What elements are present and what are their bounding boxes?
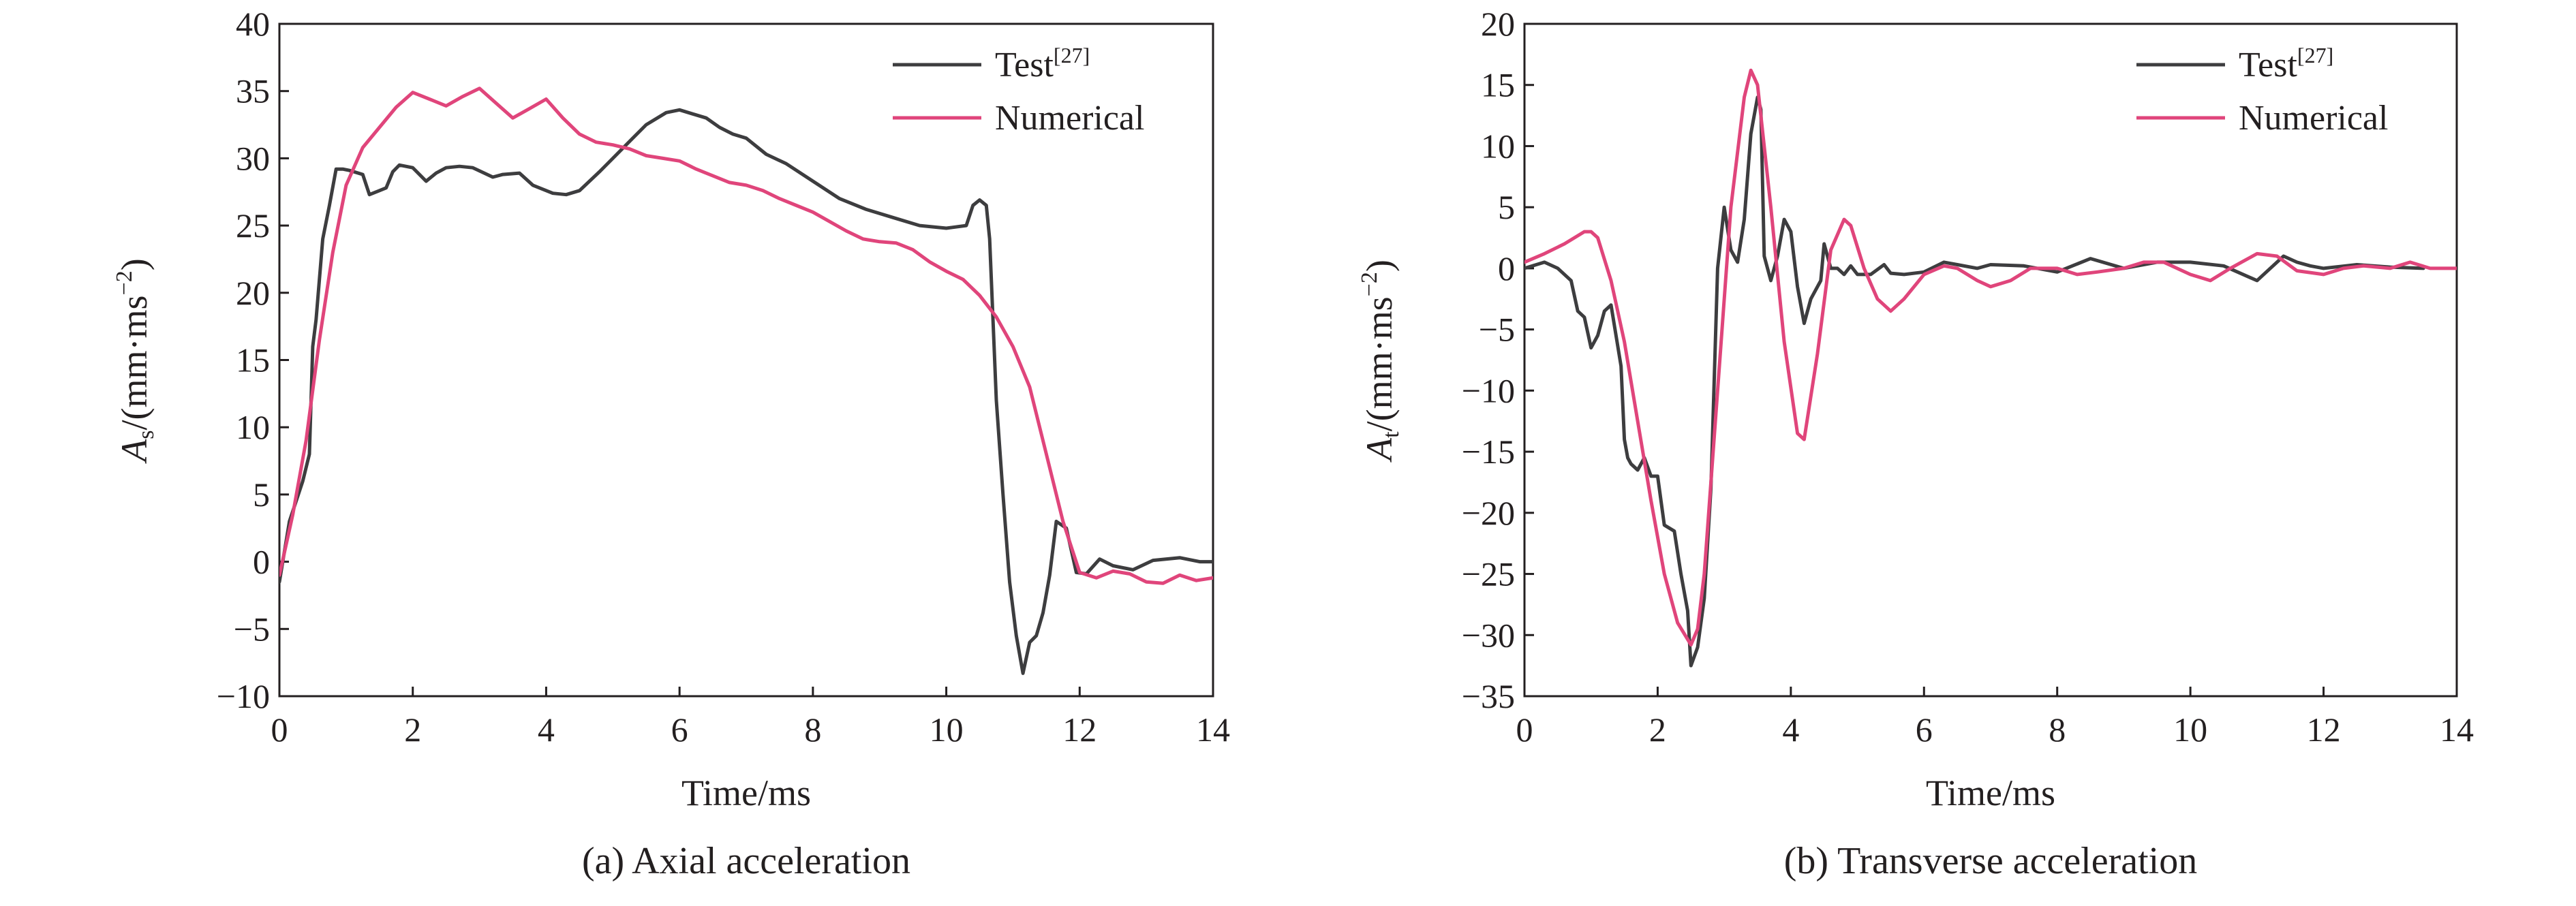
legend-label-name: Test [2239, 46, 2297, 84]
x-tick-label: 2 [404, 710, 421, 749]
chart-caption: (a) Axial acceleration [582, 840, 910, 882]
y-axis-title-subscript: t [1379, 431, 1404, 438]
y-axis-title: At/(mm·ms−2) [1357, 260, 1404, 463]
y-tick-label: 40 [236, 5, 270, 43]
y-tick-label: −35 [1462, 677, 1515, 715]
y-tick-label: 15 [236, 341, 270, 379]
x-tick-label: 6 [671, 710, 688, 749]
x-tick-label: 10 [930, 710, 964, 749]
series-line-numerical [1524, 68, 2457, 647]
x-tick-label: 6 [1916, 710, 1933, 749]
y-axis-title-unit: /(mm·ms [1359, 296, 1400, 431]
legend-label-name: Test [995, 46, 1054, 84]
x-tick-label: 8 [804, 710, 821, 749]
y-axis-title-unit: /(mm·ms [114, 295, 155, 430]
y-tick-label: −25 [1462, 555, 1515, 593]
legend-label-name: Numerical [995, 99, 1144, 138]
y-tick-label: 20 [236, 274, 270, 312]
x-tick-label: 8 [2049, 710, 2066, 749]
x-tick-label: 12 [1062, 710, 1097, 749]
y-axis-title-superscript: −2 [1357, 272, 1382, 296]
x-tick-label: 14 [1196, 710, 1230, 749]
x-tick-label: 4 [1782, 710, 1799, 749]
chart-caption: (b) Transverse acceleration [1784, 840, 2197, 882]
y-tick-label: 20 [1481, 5, 1515, 43]
x-tick-label: 10 [2173, 710, 2207, 749]
series-line-test [1524, 95, 2425, 668]
legend: Test[27] Numerical [893, 43, 1144, 138]
y-axis-title-subscript: s [134, 430, 159, 439]
legend-label-test: Test[27] [2239, 43, 2333, 84]
x-tick-label: 0 [271, 710, 288, 749]
y-axis-title-superscript: −2 [112, 270, 137, 295]
y-tick-label: 0 [253, 543, 270, 581]
x-axis-title: Time/ms [1926, 772, 2055, 813]
y-tick-label: 15 [1481, 66, 1515, 104]
y-tick-label: −10 [1462, 371, 1515, 409]
y-tick-label: −5 [1479, 311, 1515, 349]
x-axis-title: Time/ms [681, 772, 811, 813]
y-axis-title-close: ) [1359, 260, 1400, 272]
y-axis-title: As/(mm·ms−2) [112, 258, 159, 463]
legend-label-numerical: Numerical [995, 99, 1144, 138]
legend-label-test: Test[27] [995, 43, 1090, 84]
y-tick-label: −30 [1462, 616, 1515, 654]
x-tick-label: 12 [2307, 710, 2341, 749]
legend-label-numerical: Numerical [2239, 99, 2388, 138]
plot-frame [1523, 22, 2458, 698]
legend-label-superscript: [27] [2297, 43, 2333, 67]
y-tick-label: 0 [1498, 249, 1515, 287]
y-tick-label: 5 [1498, 188, 1515, 226]
legend: Test[27] Numerical [2136, 43, 2388, 138]
y-tick-label: −10 [217, 677, 270, 715]
y-tick-label: 10 [236, 408, 270, 446]
legend-label-name: Numerical [2239, 99, 2388, 138]
x-tick-label: 14 [2440, 710, 2474, 749]
x-tick-label: 0 [1516, 710, 1533, 749]
series-line-numerical [279, 87, 1213, 585]
y-tick-label: −5 [234, 610, 270, 648]
y-tick-label: 5 [253, 475, 270, 514]
chart-panel-b: −35 −30 −25 −20 −15 −10 −5 0 5 10 15 20 0 2 4 6 8 10 12 14 T… [1357, 5, 2474, 882]
x-tick-label: 4 [538, 710, 555, 749]
y-axis-title-symbol: A [1359, 437, 1400, 463]
x-tick-label: 2 [1649, 710, 1666, 749]
y-axis-title-close: ) [114, 258, 155, 270]
y-axis-title-symbol: A [114, 439, 155, 464]
series-line-test [279, 108, 1213, 675]
y-tick-label: −15 [1462, 433, 1515, 471]
y-tick-label: 35 [236, 72, 270, 110]
y-tick-label: 30 [236, 139, 270, 177]
y-tick-label: −20 [1462, 494, 1515, 532]
y-tick-label: 10 [1481, 127, 1515, 165]
y-tick-label: 25 [236, 206, 270, 245]
chart-panel-a: −10 −5 0 5 10 15 20 25 30 35 40 0 2 4 6 8 10 12 14 Time/ms A… [112, 5, 1230, 882]
legend-label-superscript: [27] [1054, 43, 1090, 67]
